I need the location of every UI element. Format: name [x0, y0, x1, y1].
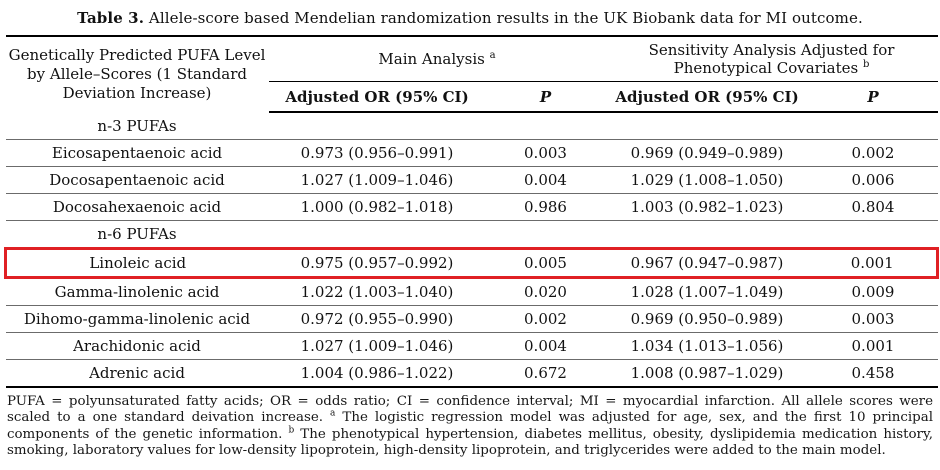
main-or-value: 1.000 (0.982–1.018)	[268, 193, 486, 221]
sensitivity-p-value: 0.001	[808, 247, 939, 279]
footnote-text: PUFA = polyunsaturated fatty acids; OR =…	[7, 394, 933, 426]
sensitivity-or-value: 1.008 (0.987–1.029)	[605, 359, 809, 388]
empty-cell	[268, 220, 486, 249]
pufa-name: Docosapentaenoic acid	[5, 166, 269, 194]
table-row: Docosahexaenoic acid 1.000 (0.982–1.018)…	[5, 193, 938, 221]
section-label: n-3 PUFAs	[5, 112, 269, 140]
section-row-n6-pufas: n-6 PUFAs	[5, 220, 938, 249]
sensitivity-p-value: 0.002	[808, 139, 938, 167]
empty-cell	[485, 220, 606, 249]
main-or-value: 0.975 (0.957–0.992)	[268, 247, 486, 279]
results-table: Genetically Predicted PUFA Level by Alle…	[4, 35, 939, 388]
highlighted-table-row: Linoleic acid 0.975 (0.957–0.992) 0.005 …	[4, 247, 939, 279]
pufa-name: Dihomo-gamma-linolenic acid	[5, 305, 269, 333]
column-header-pufa-level: Genetically Predicted PUFA Level by Alle…	[5, 35, 269, 112]
pufa-name: Adrenic acid	[5, 359, 269, 388]
group-header-main-analysis: Main Analysis a	[268, 35, 606, 82]
footnote-marker-a: a	[330, 408, 336, 419]
table-row: Adrenic acid 1.004 (0.986–1.022) 0.672 1…	[5, 359, 938, 388]
column-header-p-main: P	[485, 81, 606, 113]
sensitivity-or-value: 0.967 (0.947–0.987)	[605, 247, 809, 279]
empty-cell	[808, 220, 938, 249]
footnote-text: The logistic regression model was adjust…	[7, 410, 933, 442]
section-row-n3-pufas: n-3 PUFAs	[5, 112, 938, 140]
main-p-value: 0.004	[485, 332, 606, 360]
pufa-name: Gamma-linolenic acid	[5, 277, 269, 306]
sensitivity-or-value: 1.034 (1.013–1.056)	[605, 332, 809, 360]
column-header-or-sensitivity: Adjusted OR (95% CI)	[605, 81, 809, 113]
table-row: Eicosapentaenoic acid 0.973 (0.956–0.991…	[5, 139, 938, 167]
sensitivity-p-value: 0.001	[808, 332, 938, 360]
table-caption-label: Table 3.	[77, 9, 145, 27]
empty-cell	[268, 112, 486, 140]
main-p-value: 0.020	[485, 277, 606, 306]
main-p-value: 0.005	[485, 247, 606, 279]
table-row: Gamma-linolenic acid 1.022 (1.003–1.040)…	[5, 277, 938, 306]
group-header-main-label: Main Analysis	[378, 50, 485, 68]
pufa-name: Docosahexaenoic acid	[5, 193, 269, 221]
main-or-value: 1.027 (1.009–1.046)	[268, 332, 486, 360]
sensitivity-p-value: 0.804	[808, 193, 938, 221]
footnote-marker-b: b	[862, 59, 870, 70]
empty-cell	[605, 112, 809, 140]
main-p-value: 0.003	[485, 139, 606, 167]
main-p-value: 0.986	[485, 193, 606, 221]
footnote-marker-b: b	[288, 425, 295, 436]
column-header-or-main: Adjusted OR (95% CI)	[268, 81, 486, 113]
column-header-p-sensitivity: P	[808, 81, 938, 113]
empty-cell	[605, 220, 809, 249]
sensitivity-or-value: 1.029 (1.008–1.050)	[605, 166, 809, 194]
table-caption-text: Allele-score based Mendelian randomizati…	[144, 9, 863, 27]
main-p-value: 0.004	[485, 166, 606, 194]
sensitivity-or-value: 0.969 (0.950–0.989)	[605, 305, 809, 333]
sensitivity-or-value: 0.969 (0.949–0.989)	[605, 139, 809, 167]
table-row: Docosapentaenoic acid 1.027 (1.009–1.046…	[5, 166, 938, 194]
header-group-row: Genetically Predicted PUFA Level by Alle…	[5, 35, 938, 112]
main-p-value: 0.002	[485, 305, 606, 333]
footnote-text: The phenotypical hypertension, diabetes …	[7, 426, 933, 459]
sensitivity-or-value: 1.003 (0.982–1.023)	[605, 193, 809, 221]
pufa-name: Eicosapentaenoic acid	[5, 139, 269, 167]
main-p-value: 0.672	[485, 359, 606, 388]
sensitivity-p-value: 0.006	[808, 166, 938, 194]
main-or-value: 0.973 (0.956–0.991)	[268, 139, 486, 167]
table-row: Arachidonic acid 1.027 (1.009–1.046) 0.0…	[5, 332, 938, 360]
table-row: Dihomo-gamma-linolenic acid 0.972 (0.955…	[5, 305, 938, 333]
sensitivity-or-value: 1.028 (1.007–1.049)	[605, 277, 809, 306]
empty-cell	[808, 112, 938, 140]
table-footnote: PUFA = polyunsaturated fatty acids; OR =…	[7, 394, 933, 460]
table-caption: Table 3. Allele-score based Mendelian ra…	[0, 0, 940, 27]
sensitivity-p-value: 0.458	[808, 359, 938, 388]
group-header-sensitivity-analysis: Sensitivity Analysis Adjusted for Phenot…	[605, 35, 938, 82]
pufa-name: Arachidonic acid	[5, 332, 269, 360]
section-label: n-6 PUFAs	[5, 220, 269, 249]
sensitivity-p-value: 0.003	[808, 305, 938, 333]
main-or-value: 1.004 (0.986–1.022)	[268, 359, 486, 388]
sensitivity-p-value: 0.009	[808, 277, 938, 306]
pufa-name: Linoleic acid	[4, 247, 269, 279]
group-header-sensitivity-label: Sensitivity Analysis Adjusted for Phenot…	[648, 41, 895, 77]
footnote-marker-a: a	[489, 50, 496, 61]
empty-cell	[485, 112, 606, 140]
main-or-value: 1.022 (1.003–1.040)	[268, 277, 486, 306]
main-or-value: 1.027 (1.009–1.046)	[268, 166, 486, 194]
main-or-value: 0.972 (0.955–0.990)	[268, 305, 486, 333]
header-sub-row: Adjusted OR (95% CI) P Adjusted OR (95% …	[6, 81, 938, 113]
